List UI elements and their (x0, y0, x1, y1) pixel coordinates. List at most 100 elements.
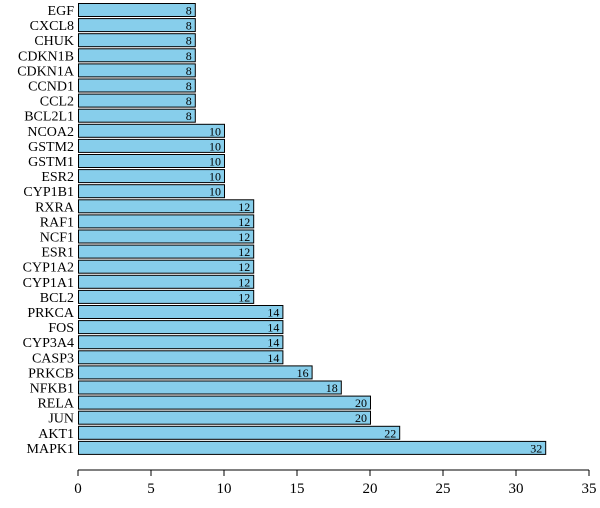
bar-raf1 (78, 214, 255, 229)
bar-value-label: 12 (238, 260, 250, 274)
bar-value-label: 22 (384, 426, 396, 440)
bar-value-label: 16 (297, 366, 309, 380)
bar-value-label: 18 (326, 381, 338, 395)
category-label: MAPK1 (27, 442, 74, 457)
category-label: CYP1A1 (23, 276, 74, 291)
category-label: BCL2 (40, 291, 74, 306)
x-tick-label: 10 (217, 481, 232, 497)
bar-ncoa2 (78, 123, 225, 138)
category-label: AKT1 (38, 427, 74, 442)
bar-value-label: 8 (186, 109, 192, 123)
bar-ncf1 (78, 229, 255, 244)
category-label: RXRA (35, 200, 75, 215)
category-label: FOS (48, 321, 74, 336)
bar-esr2 (78, 169, 225, 184)
bar-cdkn1b (78, 48, 196, 63)
bar-esr1 (78, 244, 255, 259)
x-tick-label: 30 (509, 481, 524, 497)
bar-rxra (78, 199, 255, 214)
category-label: NFKB1 (30, 382, 74, 397)
category-label: BCL2L1 (24, 110, 74, 125)
bar-ccl2 (78, 93, 196, 108)
bar-bcl2l1 (78, 108, 196, 123)
bars-layer: 8 EGF 8 CXCL8 8 CHUK 8 CDKN1B 8 CDKN1A 8 CCND1 8 CCL2… (17, 3, 547, 457)
x-tick-label: 25 (436, 481, 451, 497)
category-label: CYP1B1 (23, 185, 74, 200)
bar-value-label: 8 (186, 79, 192, 93)
bar-chuk (78, 33, 196, 48)
category-label: JUN (48, 412, 74, 427)
bar-value-label: 14 (267, 306, 279, 320)
bar-value-label: 10 (209, 139, 221, 153)
bar-value-label: 8 (186, 64, 192, 78)
bar-fos (78, 320, 284, 335)
bar-value-label: 32 (530, 441, 542, 455)
category-label: NCF1 (40, 231, 74, 246)
bar-cyp1a2 (78, 259, 255, 274)
bar-cyp3a4 (78, 335, 284, 350)
category-label: RAF1 (40, 215, 74, 230)
bar-value-label: 10 (209, 170, 221, 184)
bar-value-label: 8 (186, 19, 192, 33)
category-label: PRKCB (28, 366, 74, 381)
bar-value-label: 12 (238, 215, 250, 229)
category-label: NCOA2 (27, 125, 74, 140)
category-label: GSTM1 (28, 155, 74, 170)
category-label: ESR1 (41, 246, 74, 261)
category-label: CXCL8 (30, 19, 74, 34)
bar-value-label: 10 (209, 124, 221, 138)
category-label: CDKN1B (18, 49, 74, 64)
bar-value-label: 12 (238, 245, 250, 259)
bar-egf (78, 3, 196, 17)
bar-value-label: 20 (355, 411, 367, 425)
bar-value-label: 12 (238, 230, 250, 244)
bar-ccnd1 (78, 78, 196, 93)
category-label: EGF (48, 4, 75, 19)
category-label: CHUK (34, 34, 74, 49)
category-label: CYP3A4 (23, 336, 74, 351)
category-label: RELA (37, 397, 74, 412)
x-tick-label: 15 (290, 481, 305, 497)
bar-value-label: 14 (267, 351, 279, 365)
bar-cxcl8 (78, 18, 196, 33)
bar-akt1 (78, 425, 401, 440)
bar-nfkb1 (78, 380, 342, 395)
category-label: PRKCA (27, 306, 75, 321)
bar-value-label: 10 (209, 155, 221, 169)
bar-value-label: 20 (355, 396, 367, 410)
bar-value-label: 14 (267, 336, 279, 350)
bar-prkca (78, 305, 284, 319)
bar-value-label: 12 (238, 290, 250, 304)
bar-bcl2 (78, 289, 255, 304)
bar-value-label: 14 (267, 321, 279, 335)
bar-value-label: 12 (238, 275, 250, 289)
category-label: CASP3 (32, 351, 74, 366)
bar-casp3 (78, 350, 284, 365)
bar-jun (78, 410, 371, 425)
x-tick-label: 20 (363, 481, 378, 497)
bar-value-label: 8 (186, 4, 192, 18)
category-label: CYP1A2 (23, 261, 74, 276)
bar-value-label: 10 (209, 185, 221, 199)
category-label: CCND1 (28, 80, 74, 95)
bar-value-label: 8 (186, 34, 192, 48)
category-label: GSTM2 (28, 140, 74, 155)
bar-cdkn1a (78, 63, 196, 78)
x-tick-label: 5 (147, 481, 155, 497)
bar-cyp1a1 (78, 274, 255, 289)
category-label: CCL2 (40, 95, 74, 110)
bar-gstm2 (78, 138, 225, 153)
x-tick-label: 35 (582, 481, 597, 497)
bar-rela (78, 395, 371, 410)
bar-mapk1 (78, 440, 547, 455)
bar-value-label: 8 (186, 49, 192, 63)
x-tick-label: 0 (74, 481, 82, 497)
category-label: CDKN1A (17, 64, 75, 79)
bar-prkcb (78, 365, 313, 380)
bar-cyp1b1 (78, 184, 225, 199)
x-axis: 0 5 10 15 20 25 30 35 (74, 469, 597, 497)
bar-value-label: 8 (186, 94, 192, 108)
bar-value-label: 12 (238, 200, 250, 214)
bar-gstm1 (78, 154, 225, 168)
